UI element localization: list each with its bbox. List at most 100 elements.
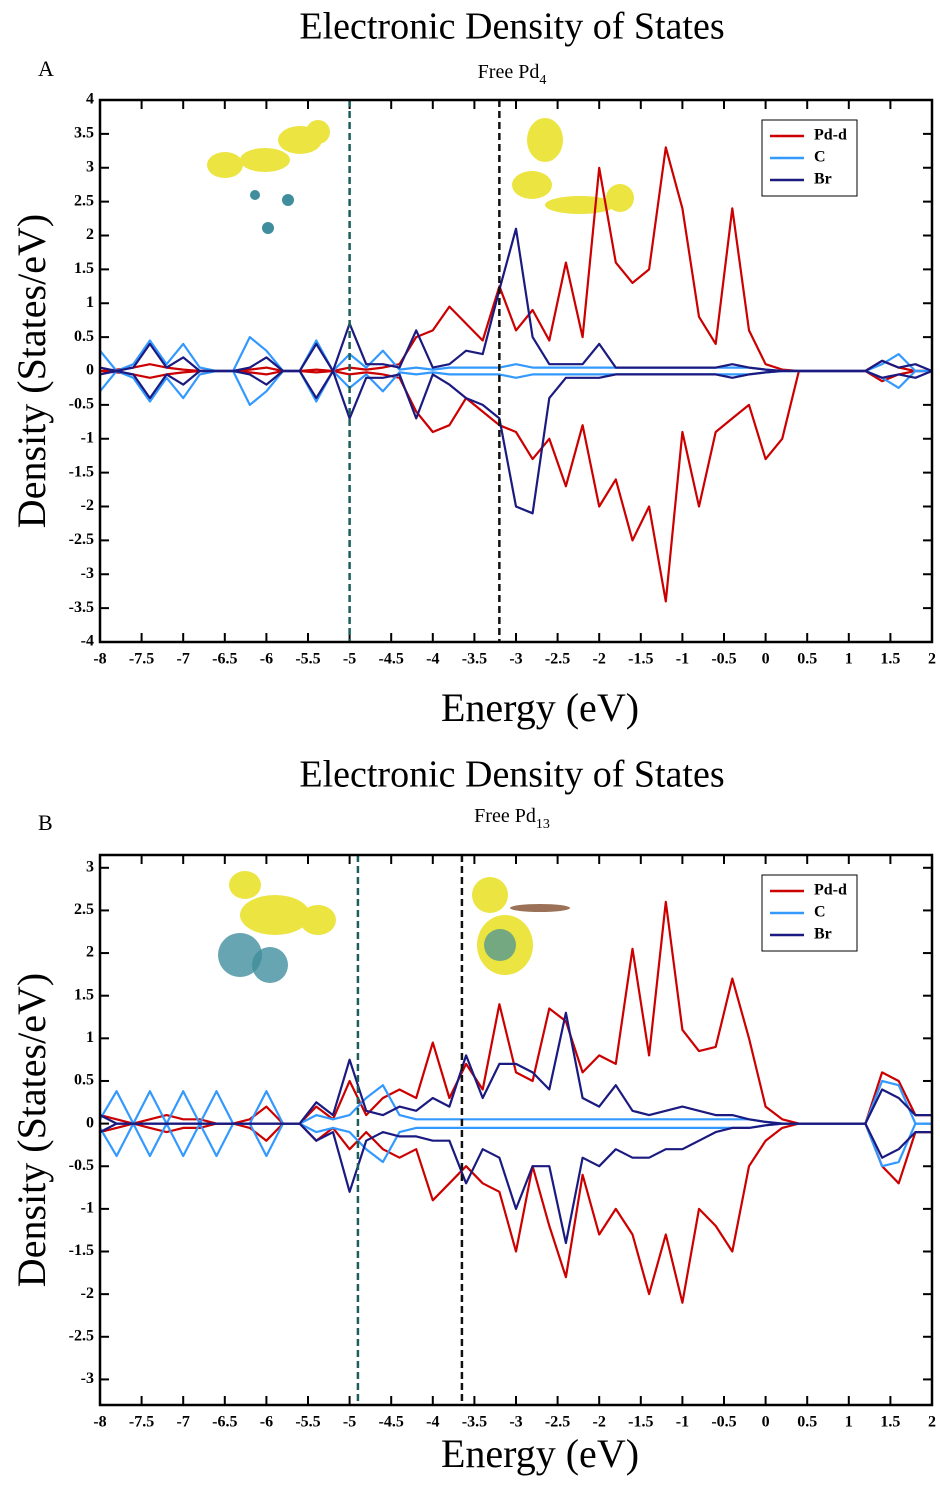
x-tick-label: -5.5 bbox=[295, 1414, 320, 1431]
x-tick-label: -1.5 bbox=[628, 1414, 653, 1431]
subtitle-text: Free Pd bbox=[474, 805, 536, 827]
subtitle-text: Free Pd bbox=[478, 61, 540, 83]
y-tick-label: -2 bbox=[81, 1285, 94, 1302]
x-axis-label: Energy (eV) bbox=[441, 1431, 639, 1476]
x-tick-label: -7.5 bbox=[129, 651, 154, 668]
x-tick-label: -4.5 bbox=[379, 1414, 404, 1431]
x-tick-label: -1.5 bbox=[628, 651, 653, 668]
y-tick-label: 2 bbox=[86, 226, 94, 243]
chart-subtitle: Free Pd13 bbox=[474, 805, 550, 832]
subtitle-subscript: 4 bbox=[539, 73, 546, 88]
x-tick-label: -1 bbox=[676, 651, 689, 668]
x-tick-label: -7 bbox=[177, 651, 190, 668]
x-tick-label: 1.5 bbox=[880, 651, 900, 668]
x-tick-label: 2 bbox=[928, 1414, 936, 1431]
x-tick-label: -2 bbox=[593, 651, 606, 668]
x-tick-label: -4.5 bbox=[379, 651, 404, 668]
legend-label: C bbox=[814, 149, 826, 166]
legend-label: C bbox=[814, 904, 826, 921]
x-tick-label: -7.5 bbox=[129, 1414, 154, 1431]
y-tick-label: 0 bbox=[86, 362, 94, 379]
y-tick-label: 3 bbox=[86, 858, 94, 875]
legend-label: Pd-d bbox=[814, 127, 847, 144]
y-tick-label: -1.5 bbox=[69, 1242, 94, 1259]
x-tick-label: 0 bbox=[762, 1414, 770, 1431]
x-tick-label: -3 bbox=[509, 1414, 522, 1431]
x-tick-label: 1 bbox=[845, 651, 853, 668]
x-tick-label: -0.5 bbox=[711, 651, 736, 668]
y-tick-label: -1 bbox=[81, 429, 94, 446]
panel-label: A bbox=[38, 56, 54, 81]
y-tick-label: 2.5 bbox=[74, 901, 94, 918]
y-tick-label: 0.5 bbox=[74, 1072, 94, 1089]
x-tick-label: 1.5 bbox=[880, 1414, 900, 1431]
y-tick-label: -3.5 bbox=[69, 599, 94, 616]
panel-label: B bbox=[38, 810, 53, 835]
x-tick-label: -5 bbox=[343, 1414, 356, 1431]
y-tick-label: 3 bbox=[86, 158, 94, 175]
y-tick-label: -3 bbox=[81, 1370, 94, 1387]
dos-line bbox=[100, 371, 932, 513]
y-tick-label: 0 bbox=[86, 1114, 94, 1131]
x-tick-label: -2.5 bbox=[545, 1414, 570, 1431]
x-tick-label: -2.5 bbox=[545, 651, 570, 668]
y-tick-label: 1 bbox=[86, 1029, 94, 1046]
chart-subtitle: Free Pd4 bbox=[478, 61, 547, 88]
y-axis-label: Density (States/eV) bbox=[9, 973, 54, 1287]
x-tick-label: -4 bbox=[426, 1414, 439, 1431]
y-tick-label: -3 bbox=[81, 565, 94, 582]
x-tick-label: -7 bbox=[177, 1414, 190, 1431]
figure: Electronic Density of StatesFree Pd4A-8-… bbox=[0, 0, 940, 1485]
x-tick-label: -1 bbox=[676, 1414, 689, 1431]
y-tick-label: 0.5 bbox=[74, 328, 94, 345]
x-tick-label: 2 bbox=[928, 651, 936, 668]
x-tick-label: -8 bbox=[93, 651, 106, 668]
subtitle-subscript: 13 bbox=[536, 817, 550, 832]
dos-line bbox=[100, 229, 932, 371]
x-tick-label: 0 bbox=[762, 651, 770, 668]
y-tick-label: -1 bbox=[81, 1200, 94, 1217]
dos-line bbox=[100, 371, 932, 405]
y-tick-label: -1.5 bbox=[69, 463, 94, 480]
y-tick-label: 2 bbox=[86, 944, 94, 961]
legend-label: Br bbox=[814, 171, 832, 188]
x-tick-label: -3.5 bbox=[462, 1414, 487, 1431]
y-tick-label: -0.5 bbox=[69, 1157, 94, 1174]
x-tick-label: 0.5 bbox=[797, 1414, 817, 1431]
legend-label: Br bbox=[814, 926, 832, 943]
chart-title: Electronic Density of States bbox=[299, 754, 724, 796]
y-tick-label: 3.5 bbox=[74, 125, 94, 142]
x-axis-label: Energy (eV) bbox=[441, 685, 639, 730]
dos-line bbox=[100, 371, 932, 601]
y-tick-label: 4 bbox=[86, 91, 94, 108]
x-tick-label: -2 bbox=[593, 1414, 606, 1431]
y-tick-label: 1.5 bbox=[74, 260, 94, 277]
y-tick-label: -0.5 bbox=[69, 396, 94, 413]
dos-line bbox=[100, 337, 932, 371]
x-tick-label: 1 bbox=[845, 1414, 853, 1431]
legend-label: Pd-d bbox=[814, 882, 847, 899]
dos-line bbox=[100, 1124, 932, 1167]
x-tick-label: -3.5 bbox=[462, 651, 487, 668]
x-tick-label: -6 bbox=[260, 1414, 273, 1431]
y-tick-label: -4 bbox=[81, 633, 94, 650]
dos-line bbox=[100, 1124, 932, 1303]
molecule-inset bbox=[207, 118, 634, 983]
x-tick-label: -3 bbox=[509, 651, 522, 668]
y-tick-label: -2 bbox=[81, 497, 94, 514]
x-tick-label: -6.5 bbox=[212, 651, 237, 668]
x-tick-label: -5 bbox=[343, 651, 356, 668]
x-tick-label: 0.5 bbox=[797, 651, 817, 668]
x-tick-label: -6 bbox=[260, 651, 273, 668]
y-tick-label: -2.5 bbox=[69, 1327, 94, 1344]
dos-line bbox=[100, 1081, 932, 1124]
y-tick-label: 2.5 bbox=[74, 192, 94, 209]
chart-title: Electronic Density of States bbox=[299, 6, 724, 48]
y-tick-label: 1.5 bbox=[74, 986, 94, 1003]
y-tick-label: 1 bbox=[86, 294, 94, 311]
x-tick-label: -0.5 bbox=[711, 1414, 736, 1431]
x-tick-label: -5.5 bbox=[295, 651, 320, 668]
y-tick-label: -2.5 bbox=[69, 531, 94, 548]
x-tick-label: -4 bbox=[426, 651, 439, 668]
y-axis-label: Density (States/eV) bbox=[9, 214, 54, 528]
